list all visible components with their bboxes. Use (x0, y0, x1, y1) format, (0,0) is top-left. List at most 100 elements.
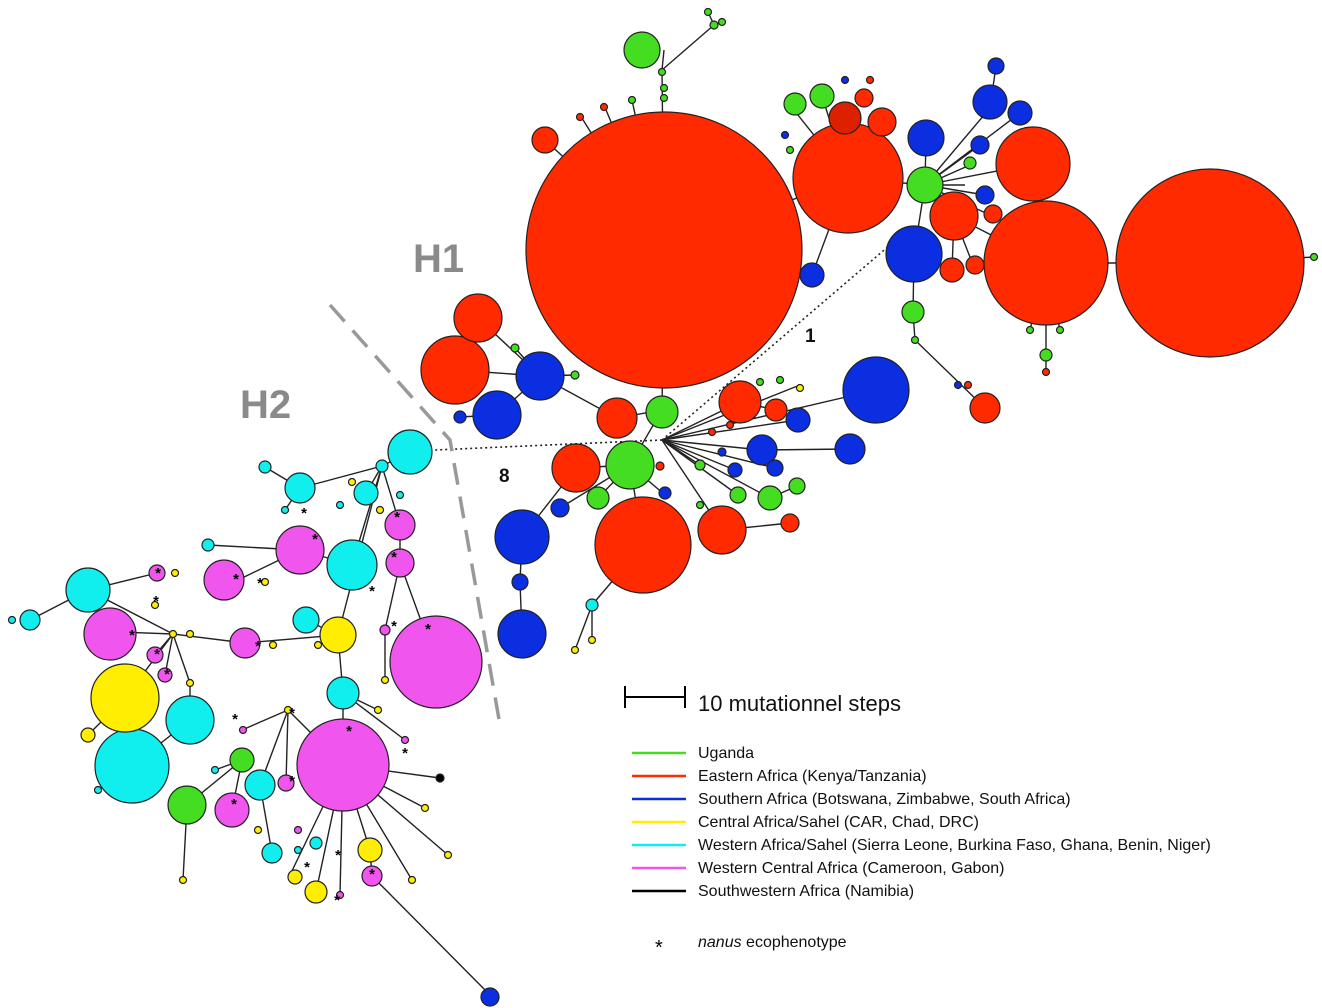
node (375, 505, 385, 515)
svg-text:*: * (255, 638, 261, 655)
node (201, 538, 215, 552)
svg-text:*: * (232, 711, 238, 728)
node (550, 498, 570, 518)
node (970, 135, 990, 155)
node (214, 792, 250, 828)
node (335, 890, 345, 900)
node (570, 645, 580, 655)
node (725, 420, 735, 430)
node (253, 825, 263, 835)
node (90, 663, 160, 733)
node (995, 126, 1071, 202)
node (304, 880, 328, 904)
svg-text:*: * (369, 583, 375, 600)
node (284, 472, 316, 504)
node (585, 598, 599, 612)
svg-text:*: * (301, 505, 307, 522)
legend-item-label: Western Africa/Sahel (Sierra Leone, Burk… (698, 837, 1211, 854)
node (729, 486, 747, 504)
node (453, 293, 503, 343)
legend-item-label: Southern Africa (Botswana, Zimbabwe, Sou… (698, 791, 1071, 808)
node (939, 257, 965, 283)
node (865, 75, 875, 85)
node (170, 568, 180, 578)
node (727, 462, 743, 478)
node (788, 477, 806, 495)
legend-marker-rest: ecophenotype (742, 934, 847, 951)
svg-text:*: * (402, 745, 408, 762)
node (983, 200, 1109, 326)
step-label-8: 8 (499, 466, 510, 487)
node (283, 705, 293, 715)
node (746, 434, 778, 466)
node (83, 607, 137, 661)
node (965, 255, 985, 275)
dotted-links (434, 244, 891, 451)
node (420, 803, 430, 813)
h2-edges (29, 451, 491, 996)
node (185, 629, 195, 639)
legend-item-label: Uganda (698, 745, 754, 762)
node (185, 678, 195, 688)
node (293, 825, 303, 835)
node (395, 490, 405, 500)
node (596, 397, 638, 439)
node (280, 505, 290, 515)
node (515, 351, 565, 401)
node (587, 635, 597, 645)
node (326, 539, 378, 591)
node (867, 107, 897, 137)
node (385, 548, 415, 578)
node (987, 57, 1005, 75)
node (238, 725, 248, 735)
node (906, 166, 944, 204)
node (384, 509, 416, 541)
node (244, 769, 276, 801)
svg-text:*: * (233, 571, 239, 588)
node (165, 695, 215, 745)
node (178, 875, 188, 885)
node (659, 93, 669, 103)
svg-text:*: * (257, 575, 263, 592)
node (292, 606, 320, 634)
node (901, 300, 925, 324)
svg-text:*: * (425, 621, 431, 638)
node (275, 525, 325, 575)
node (795, 383, 805, 393)
svg-text:*: * (231, 796, 237, 813)
node (963, 380, 973, 390)
node (387, 429, 433, 475)
node (168, 629, 178, 639)
node (210, 765, 220, 775)
node (357, 837, 383, 863)
node (809, 83, 835, 109)
node (694, 459, 706, 471)
node (472, 390, 522, 440)
node (1039, 348, 1053, 362)
node (480, 987, 500, 1007)
group-label-h2: H2 (240, 383, 291, 427)
node (1309, 252, 1319, 262)
node (657, 67, 667, 77)
node (907, 119, 945, 157)
node (551, 443, 601, 493)
legend-marker-symbol: * (655, 937, 663, 959)
node (497, 609, 547, 659)
node (697, 505, 747, 555)
node (929, 191, 979, 241)
node (287, 869, 303, 885)
node (296, 718, 390, 812)
node (261, 842, 283, 864)
legend-marker-italic: nanus (698, 934, 742, 951)
svg-text:*: * (312, 531, 318, 548)
node (380, 675, 390, 685)
node (764, 398, 788, 422)
node (375, 459, 389, 473)
svg-text:*: * (155, 565, 161, 582)
node (167, 785, 207, 825)
node (389, 615, 483, 709)
node (707, 427, 717, 437)
svg-text:*: * (391, 549, 397, 566)
svg-text:*: * (394, 509, 400, 526)
node (229, 627, 261, 659)
